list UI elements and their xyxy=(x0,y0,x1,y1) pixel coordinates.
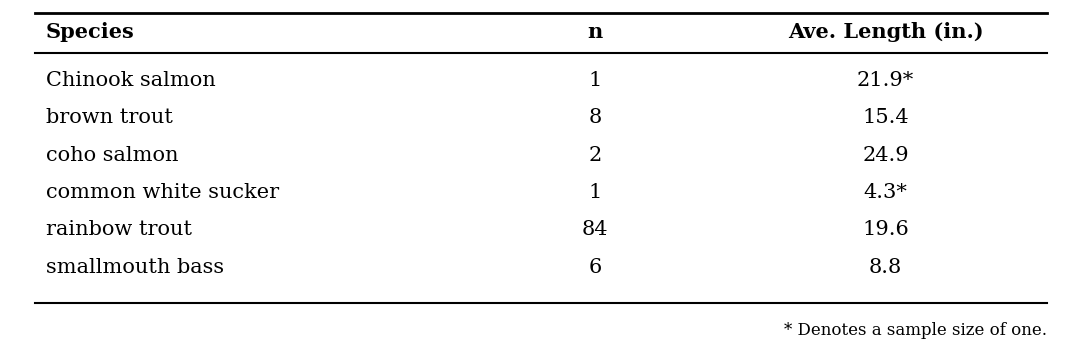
Text: common white sucker: common white sucker xyxy=(45,183,279,202)
Text: Chinook salmon: Chinook salmon xyxy=(45,71,215,90)
Text: 4.3*: 4.3* xyxy=(863,183,908,202)
Text: n: n xyxy=(588,22,603,42)
Text: Ave. Length (in.): Ave. Length (in.) xyxy=(788,22,984,42)
Text: smallmouth bass: smallmouth bass xyxy=(45,258,224,277)
Text: brown trout: brown trout xyxy=(45,108,173,127)
Text: * Denotes a sample size of one.: * Denotes a sample size of one. xyxy=(784,323,1047,339)
Text: 2: 2 xyxy=(589,146,602,165)
Text: 84: 84 xyxy=(581,220,608,239)
Text: 1: 1 xyxy=(589,183,602,202)
Text: 15.4: 15.4 xyxy=(862,108,909,127)
Text: coho salmon: coho salmon xyxy=(45,146,179,165)
Text: rainbow trout: rainbow trout xyxy=(45,220,192,239)
Text: 24.9: 24.9 xyxy=(862,146,909,165)
Text: Species: Species xyxy=(45,22,134,42)
Text: 8.8: 8.8 xyxy=(869,258,902,277)
Text: 6: 6 xyxy=(589,258,602,277)
Text: 21.9*: 21.9* xyxy=(857,71,914,90)
Text: 8: 8 xyxy=(589,108,602,127)
Text: 19.6: 19.6 xyxy=(862,220,909,239)
Text: 1: 1 xyxy=(589,71,602,90)
